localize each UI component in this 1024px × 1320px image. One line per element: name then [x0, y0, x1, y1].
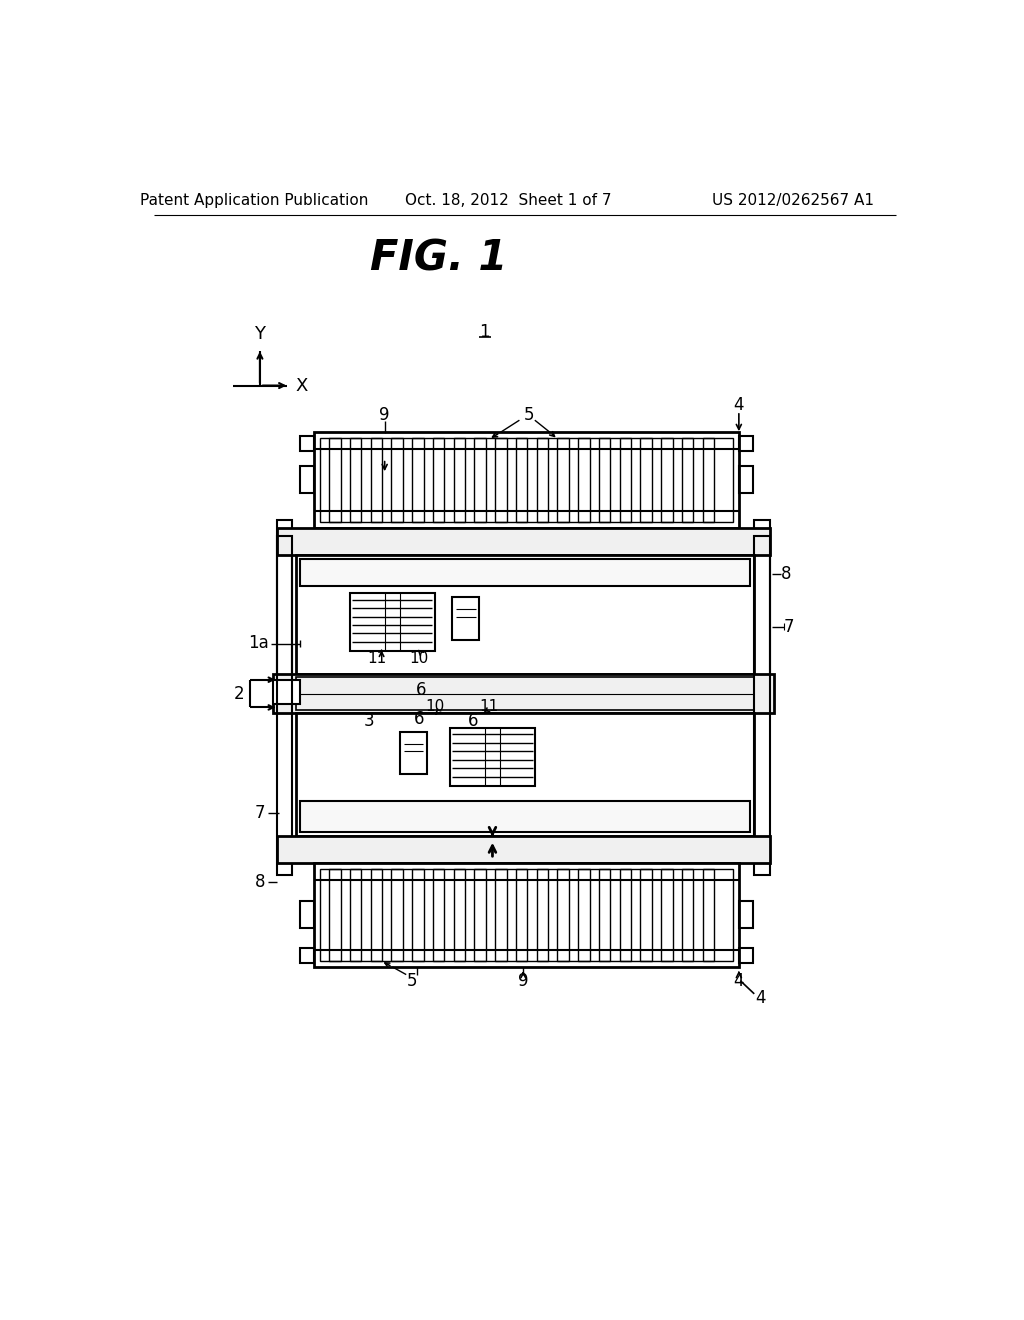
Bar — [557, 869, 569, 961]
Bar — [313, 863, 739, 966]
Text: 8: 8 — [255, 874, 265, 891]
Bar — [516, 438, 527, 521]
Text: 5: 5 — [407, 972, 417, 990]
Text: Patent Application Publication: Patent Application Publication — [139, 193, 368, 209]
Bar — [620, 438, 631, 521]
Bar — [620, 869, 631, 961]
Text: FIG. 1: FIG. 1 — [370, 238, 507, 280]
Bar — [413, 438, 424, 521]
Bar — [276, 528, 770, 554]
Bar — [640, 438, 652, 521]
Text: 8: 8 — [781, 565, 792, 583]
Bar — [682, 438, 693, 521]
Text: 7: 7 — [255, 804, 265, 822]
Bar — [702, 438, 714, 521]
Bar — [330, 438, 341, 521]
Bar — [739, 436, 753, 451]
Text: Oct. 18, 2012  Sheet 1 of 7: Oct. 18, 2012 Sheet 1 of 7 — [404, 193, 611, 209]
Bar — [400, 733, 427, 775]
Text: 5: 5 — [523, 405, 534, 424]
Bar — [579, 438, 590, 521]
Text: 11: 11 — [479, 700, 499, 714]
Bar — [300, 558, 751, 586]
Bar — [313, 432, 739, 528]
Bar — [662, 438, 673, 521]
Bar — [273, 681, 300, 704]
Bar — [300, 436, 313, 451]
Bar — [319, 438, 733, 521]
Bar — [371, 438, 382, 521]
Bar — [296, 677, 755, 710]
Bar — [739, 948, 753, 964]
Bar — [300, 948, 313, 964]
Text: 4: 4 — [733, 396, 744, 413]
Bar — [319, 869, 733, 961]
Bar — [739, 466, 753, 494]
Bar — [755, 520, 770, 705]
Bar — [273, 675, 773, 713]
Text: 6: 6 — [417, 681, 427, 698]
Text: X: X — [295, 376, 308, 395]
Bar — [330, 869, 341, 961]
Text: Y: Y — [254, 325, 265, 343]
Bar — [300, 801, 751, 832]
Bar — [300, 466, 313, 494]
Bar — [454, 869, 465, 961]
Bar — [371, 869, 382, 961]
Bar — [433, 438, 444, 521]
Text: 10: 10 — [425, 700, 444, 714]
Bar — [662, 869, 673, 961]
Bar — [300, 902, 313, 928]
Bar — [537, 438, 548, 521]
Bar — [682, 869, 693, 961]
Bar — [451, 729, 535, 785]
Bar — [537, 869, 548, 961]
Text: 6: 6 — [468, 711, 478, 730]
Bar — [296, 554, 755, 675]
Bar — [350, 869, 361, 961]
Bar — [350, 594, 435, 651]
Bar — [296, 713, 755, 836]
Text: 4: 4 — [755, 989, 766, 1007]
Bar — [496, 869, 507, 961]
Text: 9: 9 — [380, 405, 390, 424]
Bar — [350, 438, 361, 521]
Text: 1: 1 — [479, 322, 490, 341]
Bar — [276, 520, 292, 705]
Bar — [276, 836, 770, 863]
Bar — [276, 536, 292, 874]
Bar — [474, 869, 485, 961]
Text: 1a: 1a — [249, 635, 269, 652]
Bar — [454, 438, 465, 521]
Bar — [599, 869, 610, 961]
Text: US 2012/0262567 A1: US 2012/0262567 A1 — [712, 193, 873, 209]
Text: 7: 7 — [783, 618, 794, 635]
Text: 3: 3 — [364, 711, 375, 730]
Bar — [702, 869, 714, 961]
Bar — [739, 902, 753, 928]
Bar — [516, 869, 527, 961]
Bar — [579, 869, 590, 961]
Text: 10: 10 — [410, 651, 429, 667]
Bar — [391, 438, 402, 521]
Bar — [599, 438, 610, 521]
Bar — [433, 869, 444, 961]
Bar — [640, 869, 652, 961]
Text: 9: 9 — [518, 972, 528, 990]
Bar — [413, 869, 424, 961]
Text: 2: 2 — [233, 685, 245, 702]
Text: 11: 11 — [368, 651, 387, 667]
Bar — [496, 438, 507, 521]
Text: 6: 6 — [414, 710, 425, 727]
Bar — [453, 597, 479, 640]
Bar — [474, 438, 485, 521]
Text: 4: 4 — [733, 972, 744, 990]
Bar — [557, 438, 569, 521]
Bar — [391, 869, 402, 961]
Bar — [755, 536, 770, 874]
